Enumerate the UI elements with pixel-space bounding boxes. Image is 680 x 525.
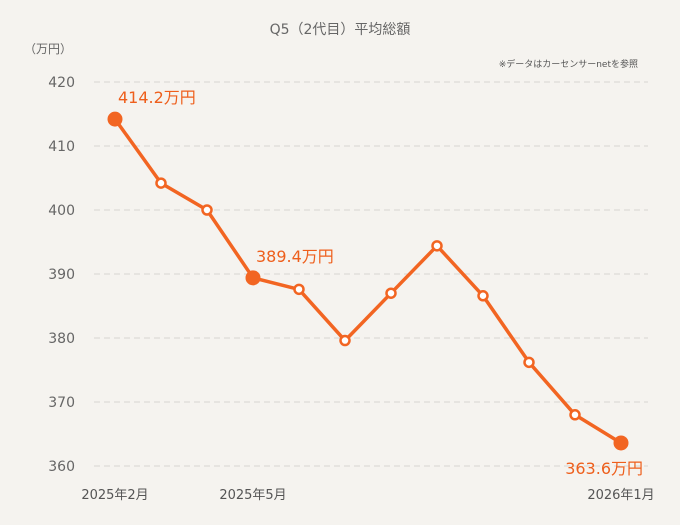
gridlines bbox=[94, 81, 648, 467]
y-axis-unit: （万円） bbox=[24, 42, 72, 56]
data-point bbox=[569, 409, 581, 421]
y-tick-label: 390 bbox=[48, 267, 75, 283]
y-tick-label: 360 bbox=[48, 459, 75, 475]
x-tick-label: 2025年5月 bbox=[219, 488, 286, 503]
data-point bbox=[431, 240, 443, 252]
value-callout: 389.4万円 bbox=[256, 247, 334, 266]
data-point bbox=[293, 283, 305, 296]
highlight-point bbox=[107, 111, 123, 127]
chart-title: Q5（2代目）平均総額 bbox=[270, 22, 411, 38]
y-tick-label: 410 bbox=[48, 139, 75, 155]
series-line bbox=[113, 117, 623, 445]
y-tick-label: 420 bbox=[48, 75, 75, 91]
series-group bbox=[107, 111, 629, 451]
value-callout: 363.6万円 bbox=[565, 459, 643, 478]
highlight-point bbox=[613, 435, 629, 451]
callout-labels: 414.2万円 389.4万円 363.6万円 bbox=[118, 88, 643, 478]
data-point bbox=[201, 204, 213, 216]
x-tick-label: 2026年1月 bbox=[587, 488, 654, 503]
x-axis-ticks: 2025年2月 2025年5月 2026年1月 bbox=[81, 488, 654, 503]
data-source-note: ※データはカーセンサーnetを参照 bbox=[499, 58, 638, 70]
data-point bbox=[155, 177, 167, 189]
y-tick-label: 400 bbox=[48, 203, 75, 219]
x-tick-label: 2025年2月 bbox=[81, 488, 148, 503]
data-point bbox=[385, 287, 397, 299]
highlight-point bbox=[245, 270, 261, 286]
data-point bbox=[477, 290, 489, 302]
y-tick-label: 380 bbox=[48, 331, 75, 347]
y-axis-ticks: 420 410 400 390 380 370 360 bbox=[48, 75, 75, 475]
y-tick-label: 370 bbox=[48, 395, 75, 411]
data-point bbox=[339, 334, 351, 347]
data-point bbox=[523, 356, 535, 369]
value-callout: 414.2万円 bbox=[118, 88, 196, 107]
